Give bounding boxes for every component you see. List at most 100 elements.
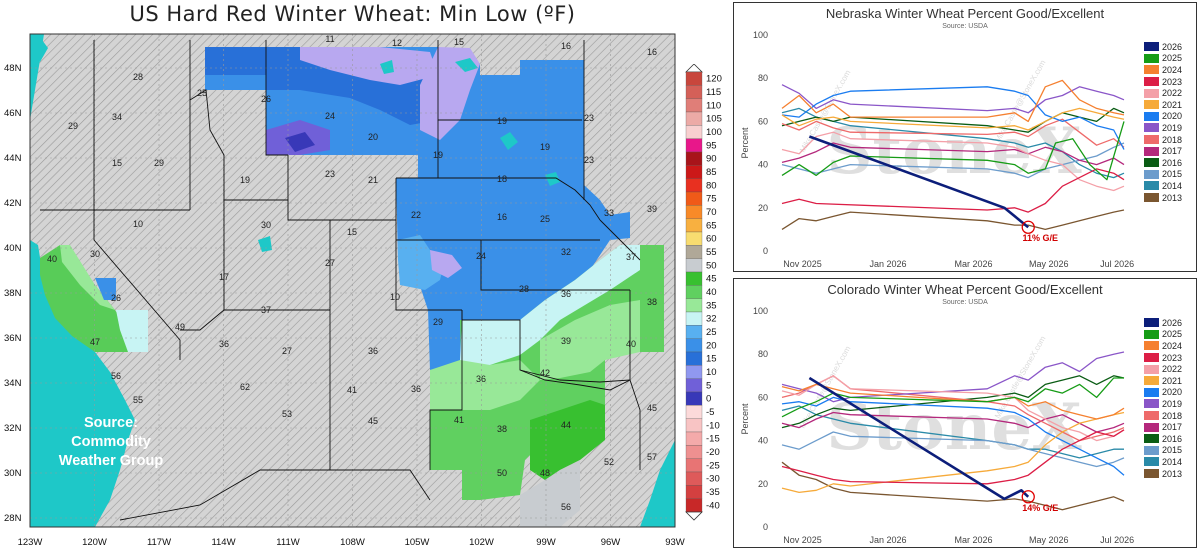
legend-item-2019[interactable]: 2019 xyxy=(1144,398,1192,410)
legend-label: 2018 xyxy=(1162,410,1183,421)
colorbar-swatch xyxy=(685,285,703,299)
chart-y-tick-label: 20 xyxy=(758,479,768,489)
map-temperature-label: 15 xyxy=(454,37,464,47)
map-temperature-label: 22 xyxy=(411,210,421,220)
chart-source: Source: USDA xyxy=(942,299,988,306)
series-line-2017 xyxy=(781,411,1125,433)
legend-item-2022[interactable]: 2022 xyxy=(1144,87,1192,99)
map-x-tick-label: 114W xyxy=(211,537,235,548)
legend-item-2022[interactable]: 2022 xyxy=(1144,363,1192,375)
legend-label: 2015 xyxy=(1162,169,1183,180)
legend-item-2016[interactable]: 2016 xyxy=(1144,433,1192,445)
legend-item-2014[interactable]: 2014 xyxy=(1144,180,1192,192)
map-temperature-label: 30 xyxy=(90,249,100,259)
series-line-2016 xyxy=(781,375,1125,429)
colorbar-label: 120 xyxy=(706,74,722,85)
legend-item-2013[interactable]: 2013 xyxy=(1144,192,1192,204)
series-line-2021 xyxy=(781,411,1125,494)
legend-swatch xyxy=(1144,469,1159,479)
legend-item-2018[interactable]: 2018 xyxy=(1144,410,1192,422)
map-x-tick-label: 96W xyxy=(601,537,621,548)
temperature-colorbar: 1201151101051009590858075706560555045403… xyxy=(685,64,722,521)
chart-y-tick-label: 60 xyxy=(758,392,768,402)
legend-item-2021[interactable]: 2021 xyxy=(1144,99,1192,111)
colorbar-label: 10 xyxy=(706,367,717,378)
legend-item-2013[interactable]: 2013 xyxy=(1144,468,1192,480)
map-x-tick-label: 102W xyxy=(469,537,494,548)
chart-y-tick-label: 20 xyxy=(758,203,768,213)
legend-item-2024[interactable]: 2024 xyxy=(1144,340,1192,352)
legend-item-2020[interactable]: 2020 xyxy=(1144,111,1192,123)
colorbar-label: 95 xyxy=(706,140,717,151)
legend-item-2023[interactable]: 2023 xyxy=(1144,352,1192,364)
legend-swatch xyxy=(1144,376,1159,386)
legend-item-2017[interactable]: 2017 xyxy=(1144,145,1192,157)
map-temperature-label: 25 xyxy=(197,88,207,98)
map-temperature-label: 29 xyxy=(68,121,78,131)
legend-label: 2025 xyxy=(1162,53,1183,64)
chart-y-tick-label: 60 xyxy=(758,116,768,126)
map-temperature-label: 38 xyxy=(497,424,507,434)
legend-item-2025[interactable]: 2025 xyxy=(1144,53,1192,65)
map-temperature-label: 25 xyxy=(540,214,550,224)
map-temperature-label: 21 xyxy=(368,175,378,185)
chart-y-tick-label: 80 xyxy=(758,349,768,359)
map-temperature-label: 44 xyxy=(561,420,571,430)
chart-x-tick-label: Mar 2026 xyxy=(955,259,993,269)
temperature-map: 11 12 15 16 16 28 29 34 25 26 24 20 19 23 19 19 23 15 29 19… xyxy=(4,33,685,548)
map-temperature-label: 40 xyxy=(47,254,57,264)
colorbar-label: 50 xyxy=(706,260,717,271)
legend-item-2021[interactable]: 2021 xyxy=(1144,375,1192,387)
legend-item-2026[interactable]: 2026 xyxy=(1144,317,1192,329)
legend-label: 2017 xyxy=(1162,146,1183,157)
legend-item-2015[interactable]: 2015 xyxy=(1144,169,1192,181)
legend-item-2019[interactable]: 2019 xyxy=(1144,122,1192,134)
colorbar-swatch xyxy=(685,191,703,206)
legend-item-2014[interactable]: 2014 xyxy=(1144,456,1192,468)
temperature-map-panel: US Hard Red Winter Wheat: Min Low (ºF) xyxy=(4,2,722,548)
colorbar-swatch xyxy=(685,311,703,326)
legend-label: 2015 xyxy=(1162,445,1183,456)
map-temperature-label: 52 xyxy=(604,457,614,467)
chart-annotation-circle xyxy=(1021,490,1035,504)
colorbar-swatch xyxy=(685,178,703,193)
map-temperature-label: 26 xyxy=(261,94,271,104)
legend-item-2018[interactable]: 2018 xyxy=(1144,134,1192,146)
legend-item-2025[interactable]: 2025 xyxy=(1144,329,1192,341)
map-temperature-label: 41 xyxy=(347,385,357,395)
colorbar-label: -40 xyxy=(706,500,720,511)
colorbar-label: 85 xyxy=(706,167,717,178)
map-y-tick-label: 48N xyxy=(4,63,22,74)
legend-swatch xyxy=(1144,53,1159,63)
nebraska-legend: 2026 2025 2024 2023 2022 2021 2020 2019 2018 2017… xyxy=(1144,41,1192,203)
series-line-2023 xyxy=(781,429,1125,485)
legend-item-2024[interactable]: 2024 xyxy=(1144,64,1192,76)
legend-swatch xyxy=(1144,146,1159,156)
map-y-tick-label: 32N xyxy=(4,423,22,434)
legend-item-2017[interactable]: 2017 xyxy=(1144,421,1192,433)
map-x-tick-label: 111W xyxy=(276,537,299,548)
legend-item-2023[interactable]: 2023 xyxy=(1144,76,1192,88)
legend-item-2015[interactable]: 2015 xyxy=(1144,445,1192,457)
series-line-2019 xyxy=(781,84,1125,114)
series-line-2022 xyxy=(781,131,1125,192)
colorbar-arrow-top xyxy=(685,64,703,73)
colorbar-swatch xyxy=(685,338,703,353)
map-temperature-label: 55 xyxy=(133,395,143,405)
colorbar-swatch xyxy=(685,218,703,233)
colorbar-label: 25 xyxy=(706,327,717,338)
legend-item-2016[interactable]: 2016 xyxy=(1144,157,1192,169)
map-temperature-label: 47 xyxy=(90,337,100,347)
legend-swatch xyxy=(1144,318,1159,328)
series-line-2013 xyxy=(781,209,1125,231)
legend-swatch xyxy=(1144,42,1159,52)
map-temperature-label: 39 xyxy=(647,204,657,214)
colorbar-swatch xyxy=(685,445,703,459)
map-temperature-label: 34 xyxy=(112,112,122,122)
legend-item-2026[interactable]: 2026 xyxy=(1144,41,1192,53)
map-temperature-label: 57 xyxy=(647,452,657,462)
map-temperature-label: 32 xyxy=(561,247,571,257)
colorbar-label: 55 xyxy=(706,247,717,258)
map-x-tick-label: 108W xyxy=(340,537,365,548)
legend-item-2020[interactable]: 2020 xyxy=(1144,387,1192,399)
